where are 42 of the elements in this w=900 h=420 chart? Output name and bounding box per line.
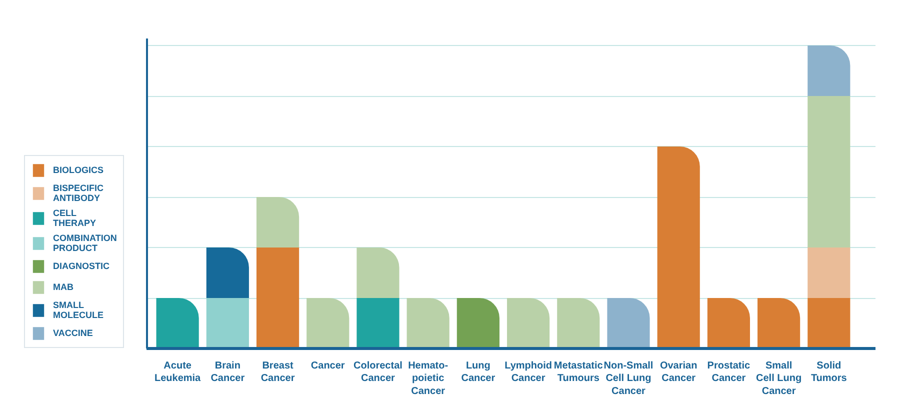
bar (256, 196, 300, 248)
x-tick-label: Prostatic Cancer (707, 360, 751, 384)
bar (256, 248, 300, 348)
x-tick-label: Colorectal Cancer (354, 360, 403, 384)
x-tick-label: Metastatic Tumours (554, 360, 604, 384)
bar (406, 298, 450, 348)
bar (557, 298, 600, 348)
x-tick-label: Breast Cancer (260, 360, 295, 384)
bar (607, 298, 650, 348)
legend-label: MAB (53, 282, 74, 292)
legend-label: CELL THERAPY (53, 208, 96, 228)
legend-label: SMALL MOLECULE (53, 300, 104, 320)
x-tick-label: Acute Leukemia (154, 360, 202, 384)
bar (356, 247, 400, 298)
legend-label: COMBINATION PRODUCT (53, 233, 117, 253)
bar (506, 298, 550, 348)
bar (657, 146, 700, 348)
bar (808, 247, 850, 298)
legend-label: BIOLOGICS (53, 165, 104, 175)
legend-label: BISPECIFIC ANTIBODY (53, 183, 104, 203)
x-tick-label: Ovarian Cancer (660, 360, 698, 384)
bar (758, 298, 800, 348)
x-tick-label: Lung Cancer (461, 360, 496, 384)
x-tick-label: Non-Small Cell Lung Cancer (604, 360, 654, 397)
x-tick-label: Small Cell Lung Cancer (756, 360, 802, 397)
bar (206, 298, 249, 348)
bar (156, 298, 199, 348)
x-tick-label: Lymphoid Cancer (504, 360, 552, 384)
x-tick-label: Solid Tumors (810, 360, 848, 384)
bar (808, 96, 850, 248)
bar (206, 247, 249, 298)
bar (456, 298, 500, 348)
bar (306, 298, 350, 348)
legend-label: DIAGNOSTIC (53, 261, 110, 271)
x-tick-label: Cancer (310, 360, 345, 372)
x-tick-label: Hemato- poietic Cancer (408, 360, 448, 397)
bar (356, 298, 400, 348)
x-tick-label: Brain Cancer (210, 360, 245, 384)
bar (808, 298, 850, 348)
bar (808, 45, 850, 96)
legend-label: VACCINE (53, 328, 93, 338)
bar (707, 298, 750, 348)
